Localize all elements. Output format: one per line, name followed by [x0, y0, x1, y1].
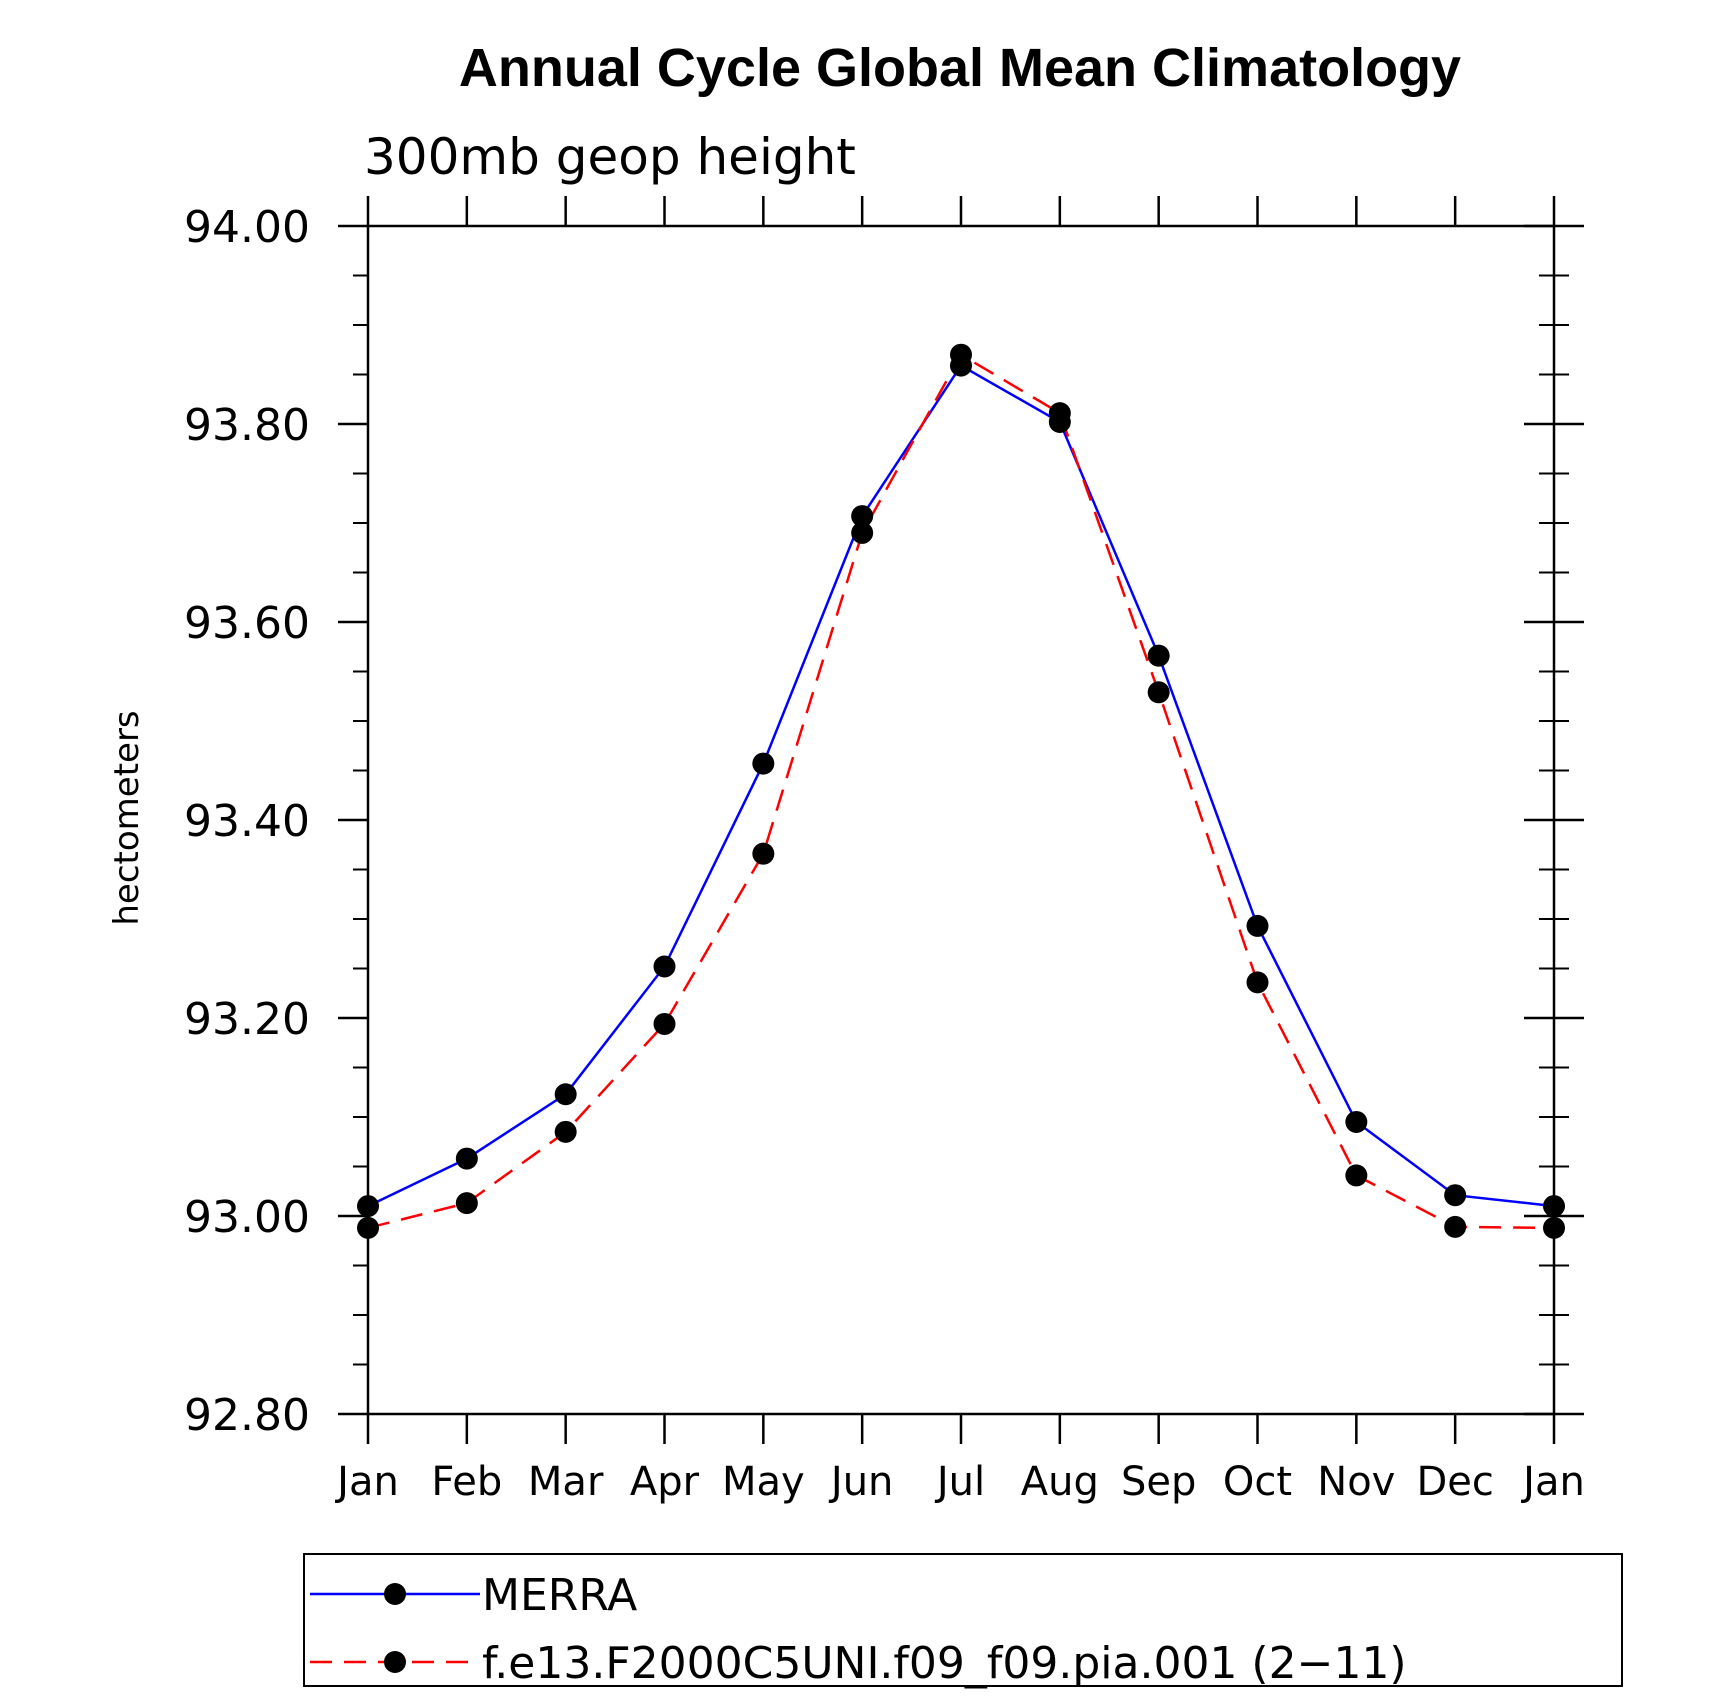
x-tick-label: May: [722, 1459, 805, 1505]
y-axis: 92.80 93.00 93.20 93.40 93.60 93.80 94.00: [184, 202, 1584, 1441]
y-tick-label: 93.60: [184, 598, 310, 649]
data-point-series-1: [950, 343, 972, 366]
data-point-series-1: [752, 842, 775, 865]
data-point-series-0: [357, 1195, 379, 1218]
series-line-1: [367, 352, 1555, 1230]
data-point-series-1: [1048, 402, 1071, 425]
data-point-series-1: [357, 1216, 379, 1239]
data-point-series-0: [1345, 1110, 1368, 1133]
data-point-series-1: [653, 1012, 676, 1035]
data-point-series-0: [1147, 644, 1170, 667]
data-point-series-1: [455, 1192, 478, 1215]
x-tick-label: Jun: [828, 1459, 894, 1505]
data-point-series-0: [851, 505, 874, 528]
y-tick-label: 93.40: [184, 796, 310, 847]
y-axis-label: hectometers: [107, 710, 147, 925]
data-point-series-0: [1543, 1195, 1565, 1218]
x-tick-label: Mar: [528, 1459, 604, 1505]
y-tick-label: 92.80: [184, 1390, 310, 1441]
data-point-series-0: [653, 955, 676, 978]
y-tick-label: 94.00: [184, 202, 310, 253]
legend-marker-merra: [384, 1583, 406, 1605]
x-tick-label: Nov: [1317, 1459, 1395, 1505]
y-tick-label: 93.80: [184, 400, 310, 451]
x-tick-label: Jul: [934, 1459, 985, 1505]
plot-border: [366, 224, 1556, 1416]
legend: MERRA f.e13.F2000C5UNI.f09_f09.pia.001 (…: [303, 1553, 1623, 1689]
x-tick-label: Jan: [1520, 1459, 1585, 1505]
chart-subtitle: 300mb geop height: [364, 128, 856, 186]
x-tick-label: Aug: [1021, 1459, 1099, 1505]
series-line-0: [367, 363, 1555, 1208]
data-point-series-0: [752, 752, 775, 775]
y-tick-label: 93.00: [184, 1192, 310, 1243]
data-point-series-1: [554, 1120, 577, 1143]
data-point-series-1: [851, 521, 874, 544]
legend-label-model: f.e13.F2000C5UNI.f09_f09.pia.001 (2−11): [482, 1638, 1407, 1689]
plot-area: [366, 224, 1556, 1416]
legend-label-merra: MERRA: [482, 1570, 637, 1621]
data-point-series-1: [1147, 681, 1170, 704]
x-tick-label: Jan: [334, 1459, 399, 1505]
data-point-series-1: [1345, 1164, 1368, 1187]
x-tick-label: Feb: [431, 1459, 502, 1505]
x-tick-label: Dec: [1416, 1459, 1493, 1505]
data-point-series-1: [1543, 1216, 1565, 1239]
legend-marker-model: [384, 1651, 406, 1673]
chart-title: Annual Cycle Global Mean Climatology: [459, 38, 1461, 98]
data-point-series-0: [554, 1083, 577, 1106]
legend-box: [303, 1553, 1623, 1687]
x-tick-label: Apr: [630, 1459, 700, 1505]
data-point-series-1: [1444, 1215, 1467, 1238]
data-point-series-0: [1246, 914, 1269, 937]
data-point-series-0: [1444, 1184, 1467, 1207]
series-layer: [357, 343, 1565, 1239]
x-axis: Jan Feb Mar Apr May Jun Jul Aug Sep Oct Nov Dec Jan: [334, 196, 1585, 1505]
x-tick-label: Sep: [1121, 1459, 1196, 1505]
y-tick-label: 93.20: [184, 994, 310, 1045]
data-point-series-1: [1246, 971, 1269, 994]
x-tick-label: Oct: [1223, 1459, 1292, 1505]
data-point-series-0: [455, 1147, 478, 1170]
